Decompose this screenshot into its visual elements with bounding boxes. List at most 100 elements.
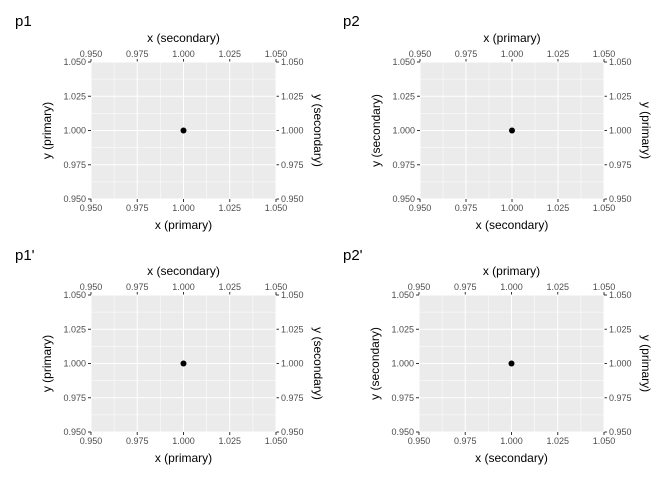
x-tick-label-bottom: 1.050 (593, 203, 616, 213)
y-tick-label-left: 0.950 (63, 194, 86, 204)
plot-title: p2 (343, 13, 360, 30)
y-tick-label-left: 0.950 (63, 427, 86, 437)
y-tick-label-left: 0.975 (391, 393, 414, 403)
x-tick-label-bottom: 1.025 (547, 203, 570, 213)
plot-title: p1' (15, 247, 35, 264)
y-tick-label-left: 1.000 (63, 359, 86, 369)
y-tick-label-left: 1.000 (391, 359, 414, 369)
data-point (180, 360, 187, 367)
x-tick-label-top: 1.000 (172, 49, 195, 59)
x-tick-label-bottom: 0.950 (409, 203, 432, 213)
x-axis-title-top: x (primary) (483, 31, 540, 45)
data-point (180, 127, 187, 134)
y-axis-title-left: y (secondary) (369, 94, 383, 167)
x-tick-label-bottom: 1.025 (546, 436, 569, 446)
x-tick-label-bottom: 1.050 (265, 203, 288, 213)
y-tick-label-right: 0.975 (609, 393, 632, 403)
y-tick-label-right: 1.050 (281, 290, 304, 300)
x-tick-label-top: 1.025 (218, 49, 241, 59)
x-tick-label-bottom: 0.975 (454, 436, 477, 446)
y-tick-label-right: 1.050 (609, 57, 632, 67)
x-tick-label-top: 1.050 (593, 282, 616, 292)
y-tick-label-right: 0.950 (609, 427, 632, 437)
x-tick-label-top: 0.950 (80, 49, 103, 59)
x-tick-label-top: 1.050 (265, 282, 288, 292)
y-tick-label-left: 1.025 (63, 91, 86, 101)
y-tick-label-right: 0.950 (609, 194, 632, 204)
y-tick-label-left: 1.050 (391, 290, 414, 300)
y-tick-label-right: 1.025 (609, 324, 632, 334)
y-tick-label-right: 1.050 (281, 57, 304, 67)
y-axis-title-left: y (primary) (40, 335, 54, 392)
x-tick-label-top: 0.975 (454, 282, 477, 292)
y-tick-label-right: 1.000 (609, 359, 632, 369)
x-axis-title-bottom: x (secondary) (476, 218, 549, 232)
x-tick-label-top: 0.950 (408, 282, 431, 292)
x-tick-label-bottom: 1.050 (593, 436, 616, 446)
x-axis-title-bottom: x (secondary) (475, 451, 548, 465)
x-tick-label-top: 1.000 (500, 282, 523, 292)
x-tick-label-top: 0.975 (455, 49, 478, 59)
y-tick-label-right: 1.025 (281, 91, 304, 101)
x-tick-label-bottom: 1.000 (172, 203, 195, 213)
y-tick-label-left: 0.975 (63, 393, 86, 403)
y-tick-label-right: 0.975 (281, 393, 304, 403)
y-tick-label-left: 0.950 (392, 194, 415, 204)
x-tick-label-bottom: 0.950 (80, 436, 103, 446)
y-axis-title-right: y (primary) (639, 102, 653, 159)
plot-title: p2' (343, 247, 363, 264)
y-tick-label-left: 1.050 (392, 57, 415, 67)
x-axis-title-top: x (secondary) (147, 31, 220, 45)
x-tick-label-bottom: 1.000 (500, 436, 523, 446)
y-tick-label-right: 1.000 (609, 126, 632, 136)
y-tick-label-left: 0.950 (391, 427, 414, 437)
data-point (508, 360, 515, 367)
x-tick-label-top: 1.025 (546, 282, 569, 292)
y-tick-label-right: 1.000 (281, 359, 304, 369)
y-axis-title-right: y (secondary) (311, 94, 325, 167)
y-tick-label-right: 0.975 (609, 160, 632, 170)
x-tick-label-bottom: 0.950 (80, 203, 103, 213)
plot-title: p1 (15, 13, 32, 30)
x-tick-label-bottom: 0.975 (126, 436, 149, 446)
x-tick-label-bottom: 1.025 (218, 436, 241, 446)
y-axis-title-left: y (primary) (40, 102, 54, 159)
y-tick-label-left: 1.000 (63, 126, 86, 136)
x-tick-label-top: 0.950 (80, 282, 103, 292)
x-tick-label-bottom: 0.975 (455, 203, 478, 213)
x-axis-title-bottom: x (primary) (155, 451, 212, 465)
y-tick-label-right: 1.000 (281, 126, 304, 136)
x-tick-label-top: 1.000 (172, 282, 195, 292)
x-tick-label-bottom: 1.025 (218, 203, 241, 213)
y-tick-label-right: 0.950 (281, 427, 304, 437)
y-tick-label-left: 1.025 (392, 91, 415, 101)
x-tick-label-bottom: 0.950 (408, 436, 431, 446)
x-tick-label-top: 1.050 (593, 49, 616, 59)
x-tick-label-bottom: 1.050 (265, 436, 288, 446)
y-tick-label-left: 1.050 (63, 290, 86, 300)
x-tick-label-top: 1.025 (218, 282, 241, 292)
x-tick-label-top: 0.975 (126, 49, 149, 59)
y-tick-label-right: 0.975 (281, 160, 304, 170)
x-tick-label-bottom: 0.975 (126, 203, 149, 213)
data-point (509, 127, 515, 134)
y-tick-label-right: 1.050 (609, 290, 632, 300)
y-tick-label-right: 1.025 (281, 324, 304, 334)
x-tick-label-top: 1.050 (265, 49, 288, 59)
x-axis-title-top: x (primary) (483, 264, 540, 278)
x-tick-label-top: 0.950 (409, 49, 432, 59)
y-tick-label-right: 0.950 (281, 194, 304, 204)
x-tick-label-top: 1.000 (501, 49, 524, 59)
y-tick-label-right: 1.025 (609, 91, 632, 101)
y-tick-label-left: 1.000 (392, 126, 415, 136)
y-tick-label-left: 1.050 (63, 57, 86, 67)
y-tick-label-left: 0.975 (392, 160, 415, 170)
y-axis-title-right: y (primary) (639, 335, 653, 392)
x-tick-label-top: 0.975 (126, 282, 149, 292)
y-tick-label-left: 1.025 (391, 324, 414, 334)
